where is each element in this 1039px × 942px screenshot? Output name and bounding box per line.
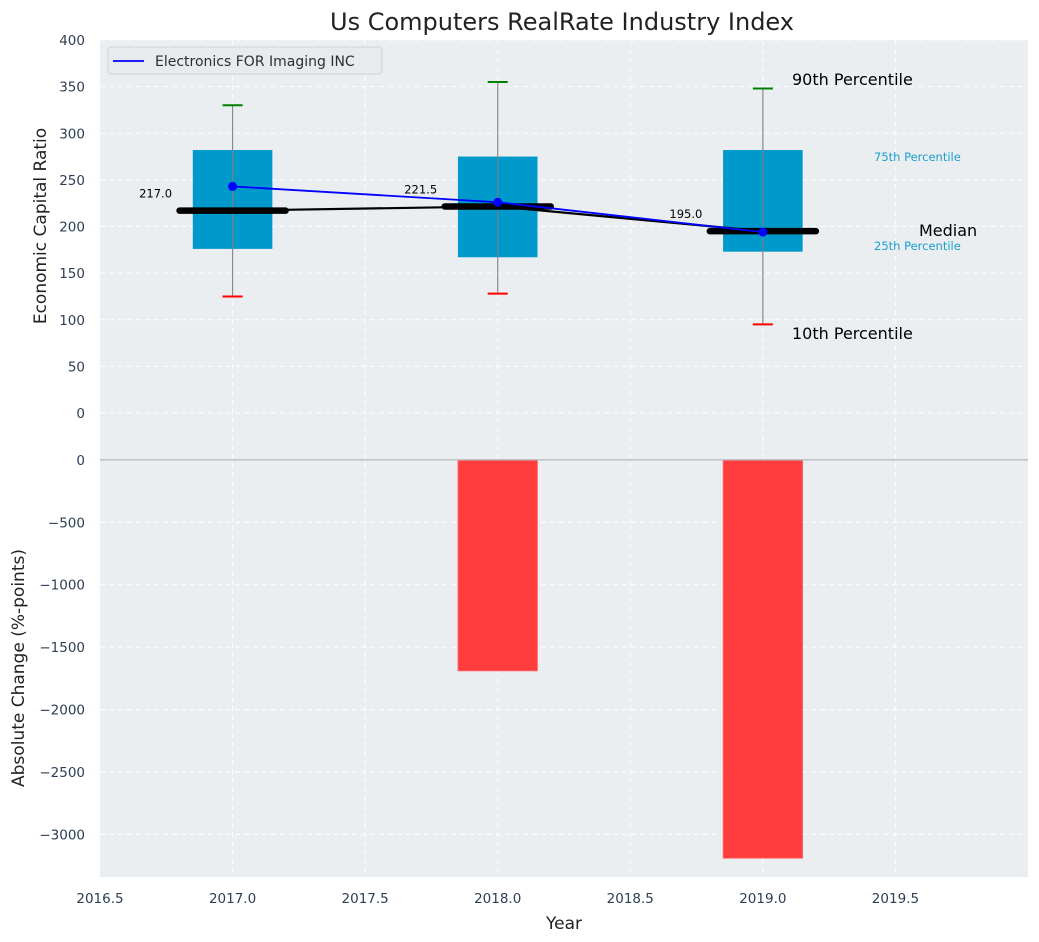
change-bar [457,459,538,672]
median-annotation: Median [919,221,977,240]
median-value-label: 217.0 [139,187,172,201]
chart-title: Us Computers RealRate Industry Index [330,8,794,36]
bottom-y-tick-label: −500 [48,515,85,531]
chart-marks: 217.0 221.5 195.0 [100,80,1028,859]
x-tick-label: 2018.0 [474,891,521,907]
bottom-y-tick-label: −3000 [39,828,85,844]
x-axis-label: Year [545,914,582,934]
top-y-tick-label: 350 [59,80,85,96]
x-tick-label: 2019.5 [872,891,919,907]
company-series-point [758,227,768,237]
top-y-tick-label: 250 [59,173,85,189]
top-y-tick-label: 100 [59,313,85,329]
x-tick-label: 2016.5 [76,891,123,907]
median-value-label: 195.0 [669,207,702,221]
bottom-y-tick-label: −2000 [39,703,85,719]
top-y-axis-label: Economic Capital Ratio [31,128,51,324]
top-y-tick-label: 200 [59,220,85,236]
legend-entry: Electronics FOR Imaging INC [155,54,355,70]
x-tick-label: 2018.5 [607,891,654,907]
p75-annotation: 75th Percentile [874,150,961,164]
p10-annotation: 10th Percentile [792,324,913,343]
top-y-tick-label: 150 [59,266,85,282]
x-tick-label: 2017.0 [209,891,256,907]
p25-annotation: 25th Percentile [874,239,961,253]
bottom-y-tick-label: 0 [76,453,85,469]
median-value-label: 221.5 [404,182,437,196]
x-tick-label: 2017.5 [342,891,389,907]
bottom-plot-area [100,413,1028,877]
x-tick-label: 2019.0 [739,891,786,907]
tick-labels: 0 50 100 150 200 250 300 350 400 0 −500 −1000 −1500 −… [39,33,919,907]
company-series-point [493,197,503,207]
top-y-tick-label: 400 [59,33,85,49]
bottom-y-axis-label: Absolute Change (%-points) [9,549,29,787]
bottom-y-tick-label: −1000 [39,578,85,594]
top-y-tick-label: 50 [68,359,85,375]
bottom-y-tick-label: −1500 [39,640,85,656]
change-bar [722,459,804,859]
top-y-tick-label: 300 [59,126,85,142]
bottom-y-tick-label: −2500 [39,765,85,781]
top-y-tick-label: 0 [76,406,85,422]
p90-annotation: 90th Percentile [792,70,913,89]
company-series-point [228,181,238,191]
legend: Electronics FOR Imaging INC [107,46,383,75]
